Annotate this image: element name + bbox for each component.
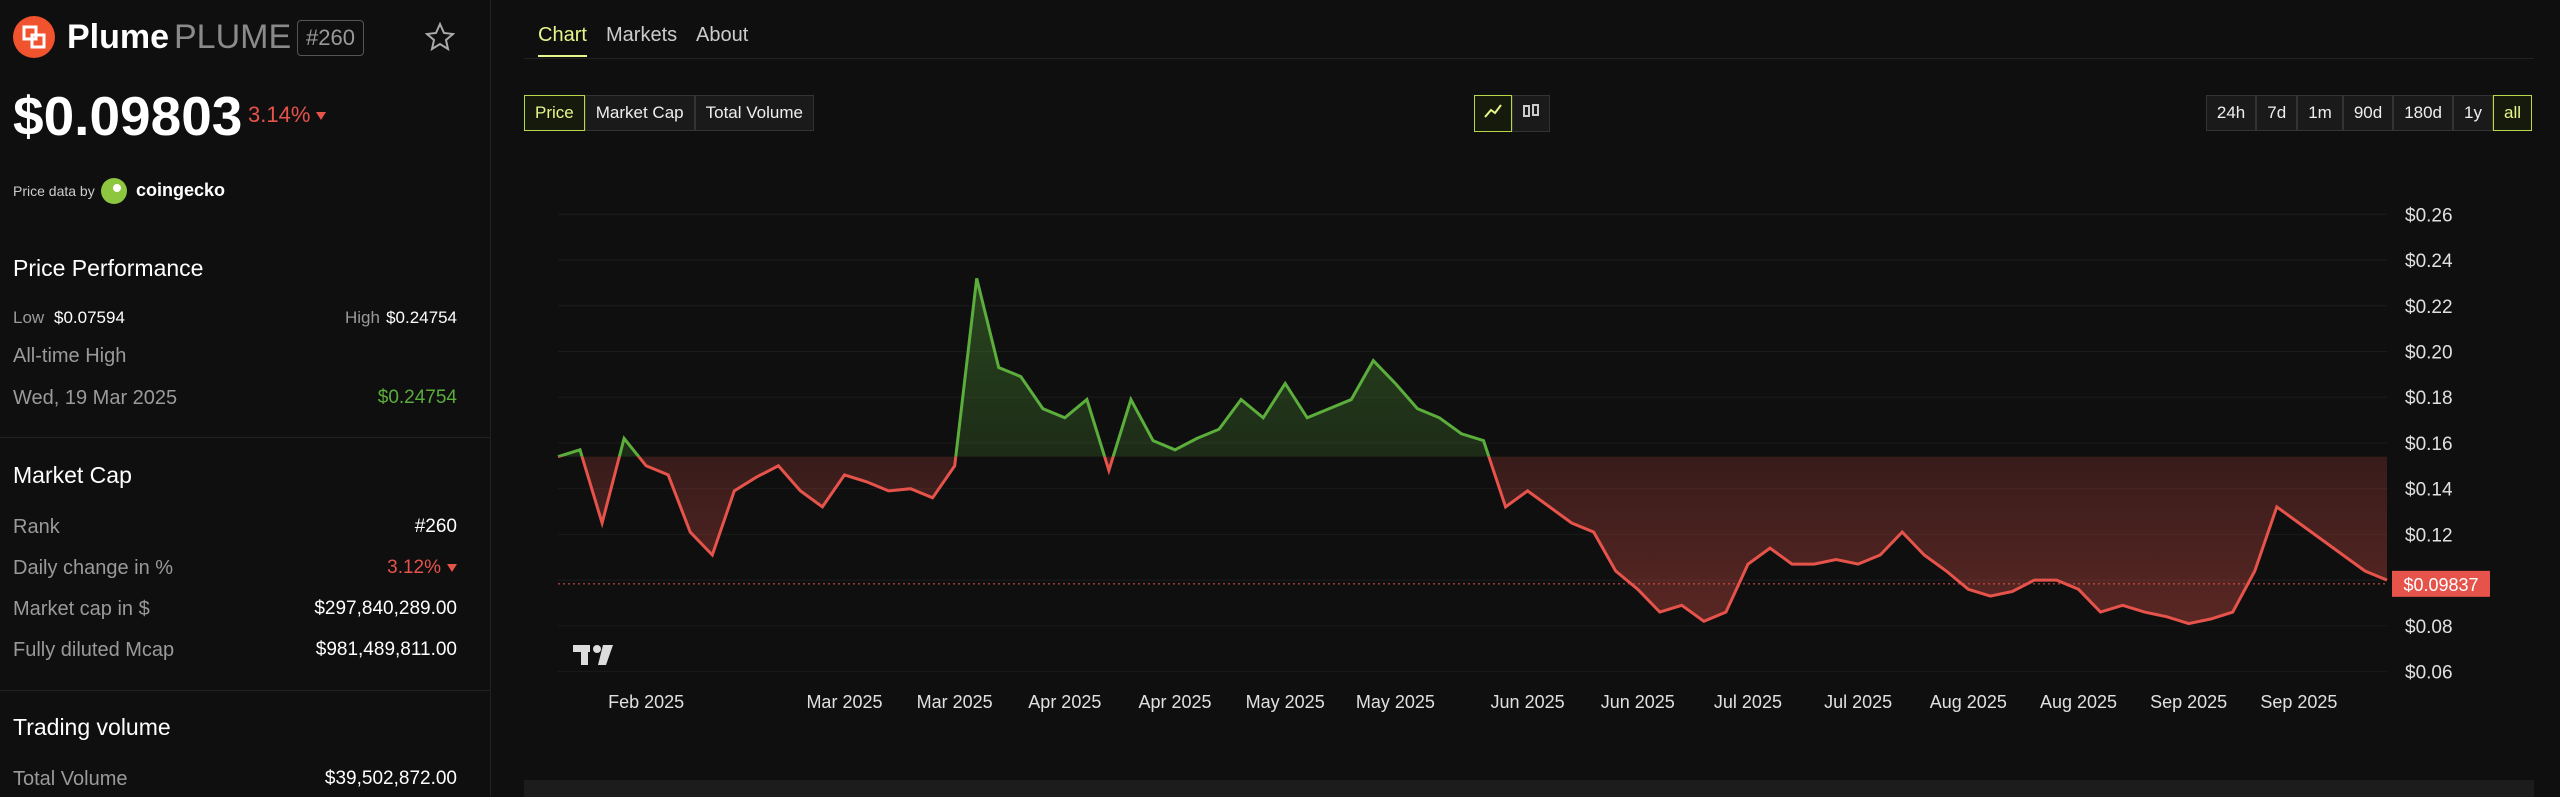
x-tick-label: Aug 2025 — [2040, 692, 2117, 712]
x-tick-label: Jun 2025 — [1491, 692, 1565, 712]
range-button[interactable]: 90d — [2342, 95, 2394, 131]
current-price-label: $0.09837 — [2403, 575, 2478, 595]
tab[interactable]: Markets — [606, 24, 678, 46]
metric-button[interactable]: Price — [524, 95, 585, 131]
x-tick-label: Apr 2025 — [1028, 692, 1101, 712]
x-tick-label: May 2025 — [1356, 692, 1435, 712]
coin-name: Plume — [67, 18, 170, 56]
high-value: $0.24754 — [386, 308, 457, 327]
x-tick-label: Mar 2025 — [806, 692, 882, 712]
y-tick-label: $0.16 — [2405, 434, 2453, 455]
row-label: Daily change in % — [13, 557, 174, 579]
x-tick-label: Sep 2025 — [2150, 692, 2227, 712]
range-button[interactable]: 180d — [2393, 95, 2454, 131]
tradingview-logo — [573, 645, 613, 665]
coingecko-logo — [101, 178, 127, 204]
coin-symbol: PLUME — [174, 18, 292, 56]
row-value: #260 — [414, 516, 457, 537]
price: $0.09803 — [13, 85, 243, 147]
area-down — [558, 456, 2387, 624]
row-value-wrap: 3.12% — [387, 557, 457, 579]
section-title: Market Cap — [13, 462, 132, 488]
row-value: $39,502,872.00 — [324, 768, 457, 789]
y-tick-label: $0.18 — [2405, 388, 2453, 409]
coin-logo — [13, 16, 55, 58]
row-label: Total Volume — [13, 768, 128, 790]
candle-chart-button[interactable] — [1512, 95, 1550, 132]
y-tick-label: $0.12 — [2405, 525, 2453, 546]
price-line-up — [557, 277, 1491, 457]
price-change: 3.14% — [248, 102, 311, 127]
chart-style-buttons — [1474, 95, 1550, 132]
row-value: 3.12% — [387, 557, 441, 578]
attribution-source[interactable]: coingecko — [136, 180, 226, 200]
high-label: High — [345, 308, 380, 327]
low-label: Low — [13, 308, 45, 327]
down-arrow — [447, 563, 457, 572]
range-button[interactable]: 1y — [2453, 95, 2493, 131]
metric-button[interactable]: Total Volume — [694, 95, 814, 131]
metric-button[interactable]: Market Cap — [584, 95, 695, 131]
y-tick-label: $0.14 — [2405, 480, 2453, 501]
x-tick-label: Mar 2025 — [917, 692, 993, 712]
range-button[interactable]: 1m — [2297, 95, 2343, 131]
row-value: $297,840,289.00 — [314, 598, 457, 619]
x-tick-label: Jul 2025 — [1824, 692, 1892, 712]
section-title: Price Performance — [13, 255, 204, 281]
down-arrow — [316, 112, 327, 121]
bottom-panel — [524, 780, 2534, 797]
range-button[interactable]: 24h — [2205, 95, 2257, 131]
metric-buttons: Price Market Cap Total Volume — [524, 95, 814, 131]
row-label: Fully diluted Mcap — [13, 639, 175, 661]
ath-label: All-time High — [13, 345, 127, 367]
x-tick-label: Aug 2025 — [1930, 692, 2007, 712]
x-tick-label: Apr 2025 — [1138, 692, 1211, 712]
y-tick-label: $0.26 — [2405, 205, 2453, 226]
tab[interactable]: About — [696, 24, 749, 46]
x-tick-label: Feb 2025 — [608, 692, 684, 712]
ath-date: Wed, 19 Mar 2025 — [13, 387, 178, 409]
row-label: Market cap in $ — [13, 598, 150, 620]
x-tick-label: Sep 2025 — [2260, 692, 2337, 712]
row-label: Rank — [13, 516, 60, 538]
attribution-label: Price data by — [13, 183, 95, 199]
row-value: $981,489,811.00 — [315, 639, 457, 660]
range-button[interactable]: 7d — [2256, 95, 2298, 131]
price-change-wrap: 3.14% — [248, 102, 327, 128]
price-line-down — [557, 456, 2388, 626]
range-buttons: 24h 7d 1m 90d 180d 1y all — [2205, 95, 2532, 131]
ath-value: $0.24754 — [377, 387, 457, 408]
sidebar: Plume PLUME #260 $0.09803 3.14% Price da… — [0, 0, 491, 797]
y-tick-label: $0.20 — [2405, 342, 2453, 363]
y-tick-label: $0.08 — [2405, 617, 2453, 638]
x-tick-label: Jul 2025 — [1714, 692, 1782, 712]
section-title: Trading volume — [13, 714, 171, 740]
rank-badge: #260 — [297, 20, 364, 56]
favorite-star[interactable] — [425, 22, 455, 52]
y-tick-label: $0.06 — [2405, 663, 2453, 684]
current-price-box — [2392, 570, 2490, 597]
y-tick-label: $0.22 — [2405, 297, 2453, 318]
low-value: $0.07594 — [54, 308, 125, 327]
line-chart-button[interactable] — [1474, 95, 1512, 132]
tab[interactable]: Chart — [538, 24, 587, 57]
x-tick-label: May 2025 — [1246, 692, 1325, 712]
y-tick-label: $0.24 — [2405, 251, 2453, 272]
x-tick-label: Jun 2025 — [1601, 692, 1675, 712]
range-button[interactable]: all — [2492, 95, 2532, 131]
